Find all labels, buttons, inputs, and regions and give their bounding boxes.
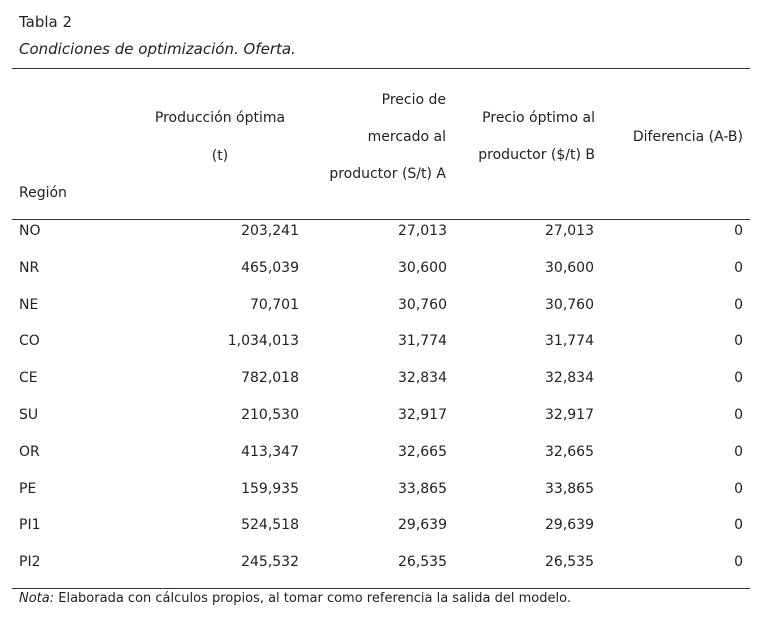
cell-region: NE [19, 296, 39, 313]
table-body: NO 203,241 27,013 27,013 0 NR 465,039 30… [0, 221, 780, 589]
cell-precio-optimo: 32,917 [545, 406, 594, 423]
header-produccion-line: (t) [211, 148, 229, 164]
cell-diferencia: 0 [734, 259, 743, 276]
table-row: OR 413,347 32,665 32,665 0 [0, 442, 780, 479]
header-produccion: Producción óptima (t) [140, 109, 300, 165]
cell-precio-optimo: 30,760 [545, 296, 594, 313]
cell-diferencia: 0 [734, 554, 743, 571]
cell-produccion: 70,701 [250, 296, 299, 313]
header-precio-optimo-line: Precio óptimo al [482, 110, 595, 126]
cell-region: CE [19, 370, 38, 387]
table-row: PI2 245,532 26,535 26,535 0 [0, 552, 780, 589]
cell-precio-mercado: 31,774 [398, 333, 447, 350]
cell-produccion: 782,018 [241, 370, 299, 387]
cell-region: OR [19, 443, 40, 460]
cell-produccion: 1,034,013 [227, 333, 299, 350]
header-precio-mercado-line: productor (S/t) A [329, 166, 446, 182]
table-note: Nota: Elaborada con cálculos propios, al… [19, 591, 571, 606]
cell-region: NO [19, 223, 41, 239]
cell-produccion: 203,241 [241, 223, 299, 239]
cell-region: NR [19, 259, 40, 276]
cell-produccion: 210,530 [241, 406, 299, 423]
table-row: CE 782,018 32,834 32,834 0 [0, 368, 780, 405]
table-row: NR 465,039 30,600 30,600 0 [0, 258, 780, 295]
table-row: CO 1,034,013 31,774 31,774 0 [0, 331, 780, 368]
cell-region: PI2 [19, 554, 41, 571]
cell-precio-mercado: 29,639 [398, 517, 447, 534]
table-row: NO 203,241 27,013 27,013 0 [0, 221, 780, 258]
header-precio-mercado-line: mercado al [367, 129, 446, 145]
header-precio-optimo-line: productor ($/t) B [478, 147, 595, 163]
header-rule [12, 219, 750, 220]
header-precio-mercado-line: Precio de [381, 92, 446, 108]
cell-precio-optimo: 27,013 [545, 223, 594, 239]
table-row: PI1 524,518 29,639 29,639 0 [0, 515, 780, 552]
table-row: PE 159,935 33,865 33,865 0 [0, 479, 780, 516]
table-row: NE 70,701 30,760 30,760 0 [0, 295, 780, 332]
note-text: Elaborada con cálculos propios, al tomar… [54, 591, 571, 606]
header-diferencia: Diferencia (A-B) [632, 129, 743, 145]
cell-diferencia: 0 [734, 517, 743, 534]
cell-produccion: 524,518 [241, 517, 299, 534]
cell-produccion: 159,935 [241, 480, 299, 497]
cell-produccion: 465,039 [241, 259, 299, 276]
cell-region: PI1 [19, 517, 41, 534]
cell-precio-optimo: 32,665 [545, 443, 594, 460]
table-subtitle: Condiciones de optimización. Oferta. [19, 40, 296, 58]
cell-region: PE [19, 480, 37, 497]
cell-produccion: 245,532 [241, 554, 299, 571]
cell-precio-mercado: 32,665 [398, 443, 447, 460]
top-rule [12, 68, 750, 69]
header-precio-mercado: Precio de mercado al productor (S/t) A [300, 91, 446, 183]
header-precio-optimo: Precio óptimo al productor ($/t) B [455, 109, 595, 164]
header-region: Región [19, 185, 67, 201]
cell-region: CO [19, 333, 40, 350]
cell-precio-mercado: 27,013 [398, 223, 447, 239]
cell-precio-mercado: 32,834 [398, 370, 447, 387]
cell-precio-mercado: 30,760 [398, 296, 447, 313]
cell-precio-optimo: 30,600 [545, 259, 594, 276]
cell-diferencia: 0 [734, 406, 743, 423]
cell-diferencia: 0 [734, 333, 743, 350]
table-title: Tabla 2 [19, 13, 73, 31]
cell-produccion: 413,347 [241, 443, 299, 460]
bottom-rule [12, 588, 750, 589]
cell-precio-mercado: 26,535 [398, 554, 447, 571]
cell-precio-optimo: 31,774 [545, 333, 594, 350]
cell-diferencia: 0 [734, 296, 743, 313]
note-label: Nota: [19, 591, 55, 606]
cell-diferencia: 0 [734, 480, 743, 497]
cell-precio-optimo: 32,834 [545, 370, 594, 387]
cell-precio-optimo: 29,639 [545, 517, 594, 534]
cell-precio-mercado: 30,600 [398, 259, 447, 276]
cell-diferencia: 0 [734, 223, 743, 239]
cell-region: SU [19, 406, 39, 423]
cell-precio-optimo: 26,535 [545, 554, 594, 571]
cell-precio-mercado: 33,865 [398, 480, 447, 497]
cell-precio-optimo: 33,865 [545, 480, 594, 497]
cell-diferencia: 0 [734, 443, 743, 460]
cell-precio-mercado: 32,917 [398, 406, 447, 423]
header-produccion-line: Producción óptima [154, 110, 286, 126]
table-row: SU 210,530 32,917 32,917 0 [0, 405, 780, 442]
cell-diferencia: 0 [734, 370, 743, 387]
